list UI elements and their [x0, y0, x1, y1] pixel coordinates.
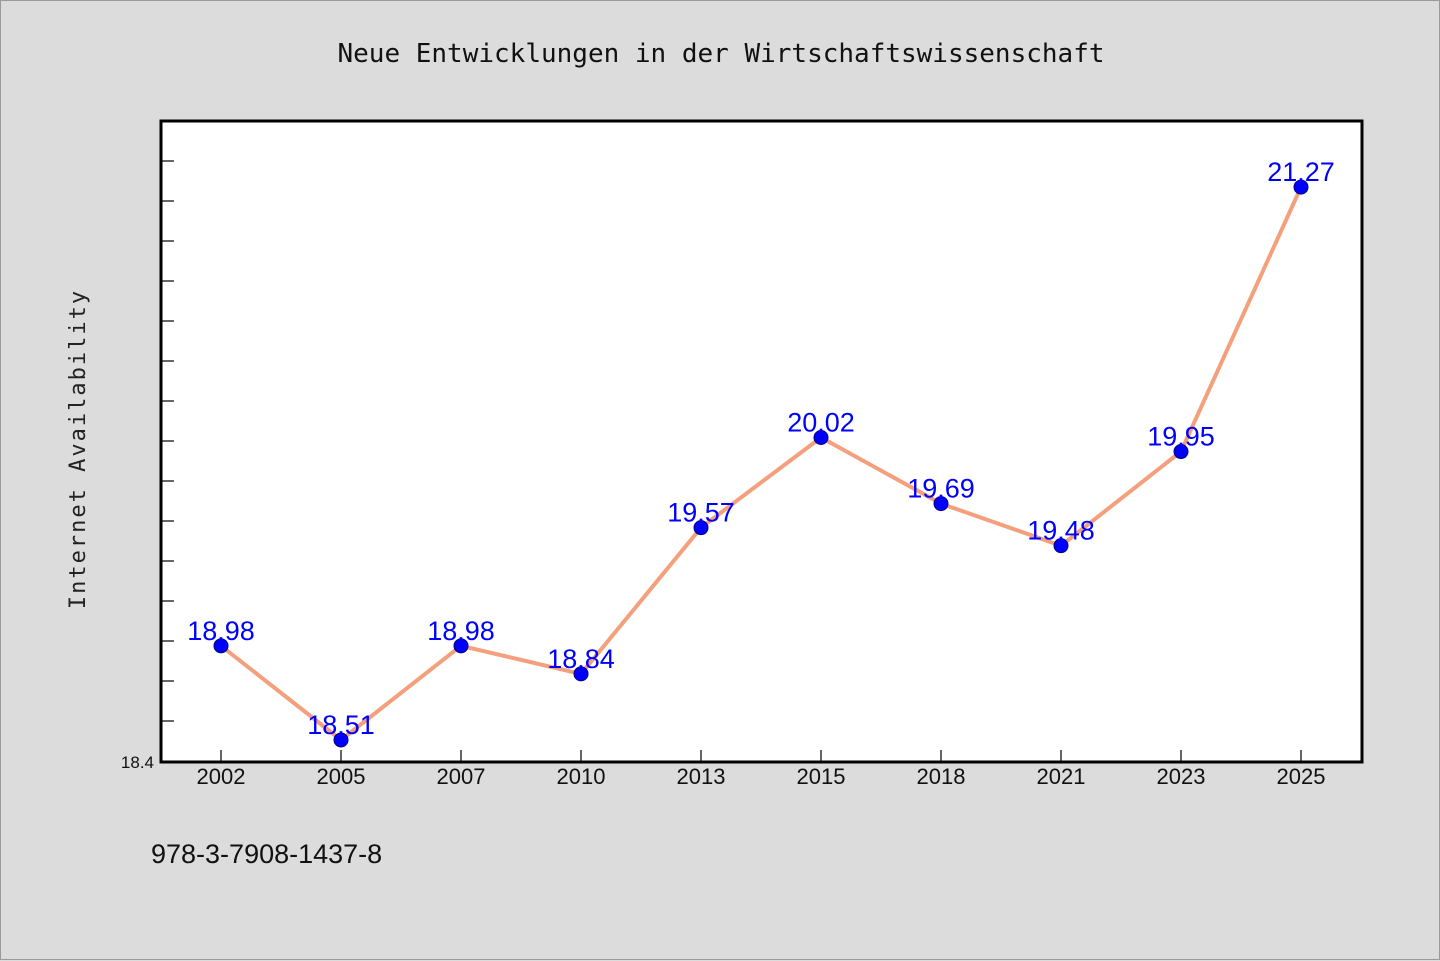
data-label: 18.98 — [187, 616, 255, 646]
y-axis-label: Internet Availability — [66, 289, 91, 609]
data-label: 21.27 — [1267, 157, 1335, 187]
data-point — [573, 666, 589, 682]
data-label: 20.02 — [787, 407, 855, 437]
x-tick-label: 2015 — [797, 764, 846, 789]
data-label: 19.69 — [907, 474, 975, 504]
data-point — [213, 638, 229, 654]
x-tick-label: 2025 — [1277, 764, 1326, 789]
data-points — [213, 179, 1309, 748]
data-label: 19.57 — [667, 498, 735, 528]
x-axis-ticks — [220, 750, 1302, 762]
data-label: 18.84 — [547, 644, 615, 674]
data-point — [1053, 538, 1069, 554]
data-labels: 18.98 18.51 18.98 18.84 19.57 20.02 19.69 19.48… — [187, 157, 1335, 740]
x-tick-label: 2005 — [317, 764, 366, 789]
data-point — [813, 429, 829, 445]
x-tick-label: 2002 — [197, 764, 246, 789]
data-point — [933, 496, 949, 512]
y-axis-ticks — [161, 160, 174, 722]
data-point — [453, 638, 469, 654]
plot-area — [159, 119, 1364, 764]
data-point — [1173, 444, 1189, 460]
data-point — [333, 732, 349, 748]
x-tick-label: 2010 — [557, 764, 606, 789]
x-tick-label: 2007 — [437, 764, 486, 789]
data-label: 18.98 — [427, 616, 495, 646]
x-tick-label: 2021 — [1037, 764, 1086, 789]
isbn-text: 978-3-7908-1437-8 — [151, 839, 382, 869]
data-label: 19.48 — [1027, 516, 1095, 546]
data-label: 18.51 — [307, 710, 375, 740]
x-tick-label: 2018 — [917, 764, 966, 789]
series-line — [219, 185, 1303, 742]
y-axis-min-label: 18.4 — [121, 753, 154, 772]
x-tick-label: 2023 — [1157, 764, 1206, 789]
data-point — [693, 520, 709, 536]
x-axis-tick-labels: 2002 2005 2007 2010 2013 2015 2018 2021 2023 2025 — [197, 764, 1326, 789]
chart-title: Neue Entwicklungen in der Wirtschaftswis… — [337, 39, 1104, 69]
data-label: 19.95 — [1147, 422, 1215, 452]
x-tick-label: 2013 — [677, 764, 726, 789]
data-point — [1293, 179, 1309, 195]
